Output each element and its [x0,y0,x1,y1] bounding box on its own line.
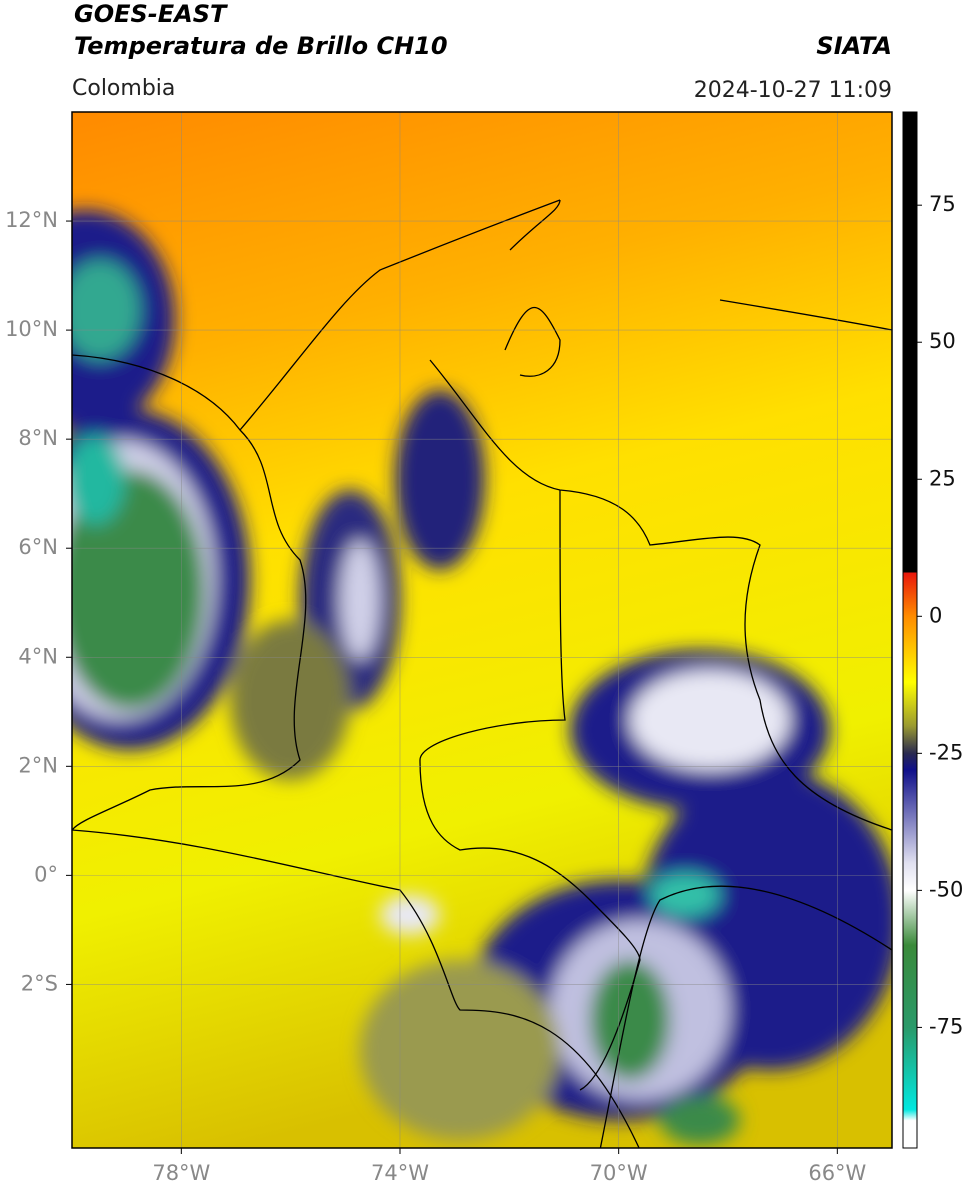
title: GOES-EAST [74,0,228,28]
subtitle: Temperatura de Brillo CH10 [74,32,448,60]
y-tick-label: 4°N [18,644,58,668]
satellite-image [72,112,892,1148]
y-tick-label: 8°N [18,426,58,450]
map-frame [71,111,893,1149]
colorbar-tick-label: -25 [929,740,963,764]
source: SIATA [816,32,892,60]
x-tick-label: 66°W [808,1161,866,1185]
datetime: 2024-10-27 11:09 [694,78,892,103]
y-tick-label: 0° [34,862,58,886]
colorbar-tick-label: -75 [929,1014,963,1038]
colorbar-tick-label: 0 [929,603,942,627]
colorbar-tick-label: 25 [929,466,956,490]
region: Colombia [72,76,175,101]
y-tick-label: 10°N [5,317,58,341]
x-tick-label: 74°W [371,1161,429,1185]
y-tick-label: 2°S [21,971,58,995]
colorbar-tick-label: 75 [929,192,956,216]
colorbar-tick-label: 50 [929,329,956,353]
x-tick-label: 78°W [152,1161,210,1185]
y-tick-label: 6°N [18,535,58,559]
x-tick-label: 70°W [590,1161,648,1185]
y-tick-label: 12°N [5,208,58,232]
colorbar [902,111,918,1149]
y-tick-label: 2°N [18,753,58,777]
colorbar-tick-label: -50 [929,877,963,901]
